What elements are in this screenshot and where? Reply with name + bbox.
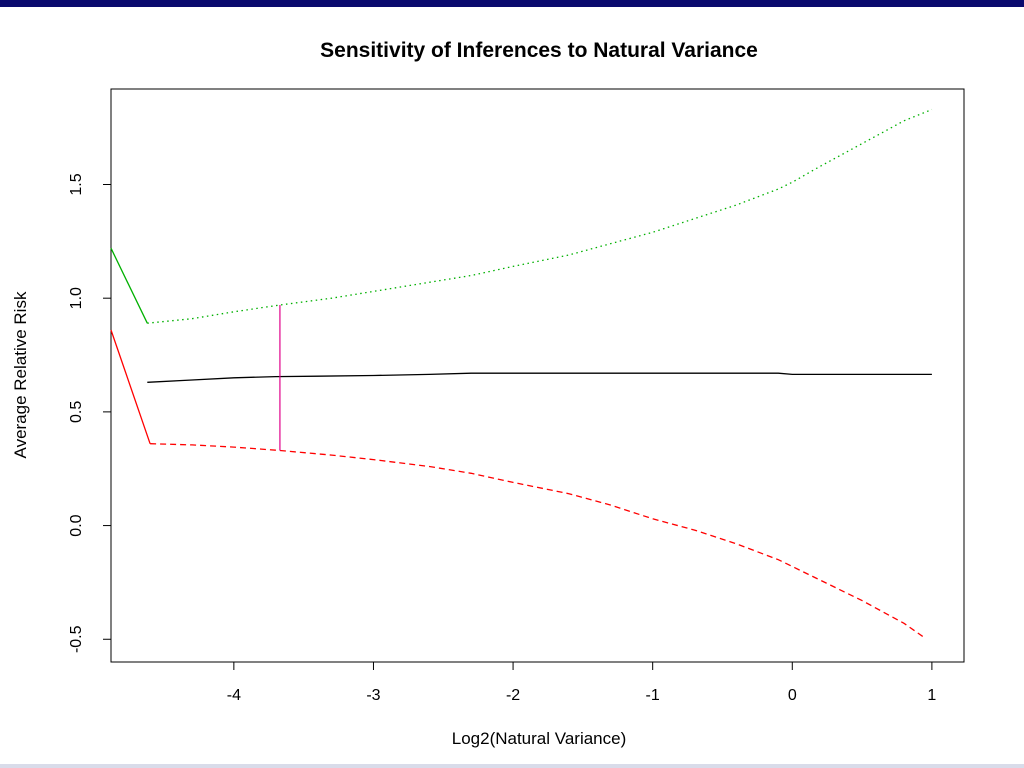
x-tick-label: -1 bbox=[646, 687, 660, 704]
plot-frame bbox=[110, 88, 965, 663]
series-line-4 bbox=[110, 329, 151, 444]
series-line-2 bbox=[147, 372, 932, 383]
y-tick-label: 1.5 bbox=[68, 173, 85, 195]
series-line-0 bbox=[147, 108, 933, 324]
series-layer bbox=[110, 108, 933, 638]
x-axis-label: Log2(Natural Variance) bbox=[452, 729, 627, 748]
x-tick-label: 1 bbox=[927, 687, 936, 704]
x-tick-label: -2 bbox=[506, 687, 520, 704]
y-tick-label: 0.0 bbox=[68, 514, 85, 536]
top-band bbox=[0, 0, 1024, 7]
series-line-1 bbox=[110, 247, 148, 324]
y-tick-label: 1.0 bbox=[68, 287, 85, 309]
y-tick-label: -0.5 bbox=[68, 625, 85, 653]
series-line-3 bbox=[150, 443, 924, 638]
y-axis: -0.5 0.0 0.5 1.0 1.5 bbox=[68, 173, 111, 653]
y-axis-label: Average Relative Risk bbox=[11, 291, 30, 458]
x-axis: -4 -3 -2 -1 0 1 bbox=[227, 662, 936, 704]
x-tick-label: -4 bbox=[227, 687, 241, 704]
y-tick-label: 0.5 bbox=[68, 401, 85, 423]
chart-title: Sensitivity of Inferences to Natural Var… bbox=[320, 39, 758, 62]
x-tick-label: -3 bbox=[366, 687, 380, 704]
bottom-band bbox=[0, 764, 1024, 768]
x-tick-label: 0 bbox=[788, 687, 797, 704]
